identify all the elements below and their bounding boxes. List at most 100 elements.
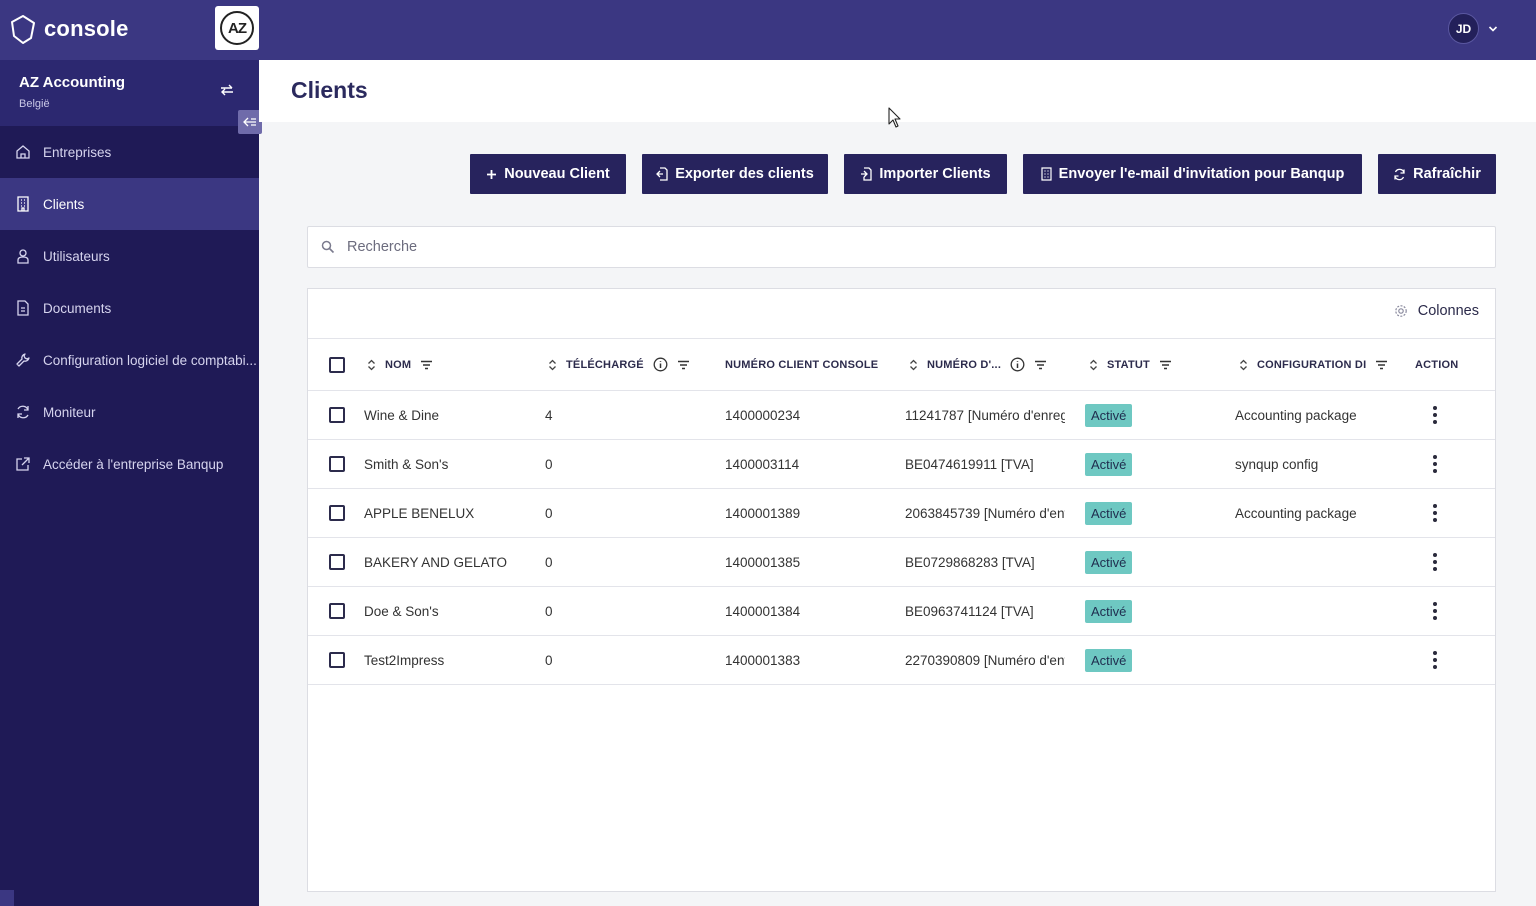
row-checkbox[interactable] xyxy=(329,407,345,423)
sort-icon[interactable] xyxy=(1089,359,1098,371)
column-header-downloaded[interactable]: TÉLÉCHARGÉ xyxy=(548,339,690,390)
column-header-console-number[interactable]: NUMÉRO CLIENT CONSOLE xyxy=(725,339,878,390)
sidebar-item-label: Documents xyxy=(43,300,112,316)
select-all-cell xyxy=(329,339,345,390)
user-menu[interactable]: JD xyxy=(1448,13,1498,44)
page-header: Clients xyxy=(259,60,1536,122)
more-vertical-icon xyxy=(1433,455,1437,473)
cell-downloaded: 0 xyxy=(545,456,553,472)
cell-config: synqup config xyxy=(1235,456,1319,472)
row-checkbox[interactable] xyxy=(329,505,345,521)
row-checkbox[interactable] xyxy=(329,603,345,619)
home-icon xyxy=(14,143,32,161)
filter-icon[interactable] xyxy=(420,360,433,370)
filter-icon[interactable] xyxy=(677,360,690,370)
table-row[interactable]: BAKERY AND GELATO 0 1400001385 BE0729868… xyxy=(308,538,1495,587)
sidebar-item-utilisateurs[interactable]: Utilisateurs xyxy=(0,230,259,282)
wrench-icon xyxy=(14,351,32,369)
search-icon xyxy=(321,240,335,254)
row-actions-button[interactable] xyxy=(1433,538,1437,586)
table-row[interactable]: Doe & Son's 0 1400001384 BE0963741124 [T… xyxy=(308,587,1495,636)
shield-logo-icon xyxy=(11,15,35,44)
sidebar-item-moniteur[interactable]: Moniteur xyxy=(0,386,259,438)
mouse-cursor-icon xyxy=(888,107,901,128)
sidebar-item-clients[interactable]: Clients xyxy=(0,178,259,230)
cell-status: Activé xyxy=(1085,489,1133,537)
sidebar-nav: Entreprises Clients Utilisateurs Documen… xyxy=(0,126,259,490)
row-checkbox-cell xyxy=(329,538,345,586)
column-header-label: CONFIGURATION DI xyxy=(1257,358,1367,371)
row-actions-button[interactable] xyxy=(1433,391,1437,439)
sidebar-item-documents[interactable]: Documents xyxy=(0,282,259,334)
cell-name: Wine & Dine xyxy=(364,407,440,423)
cell-downloaded: 0 xyxy=(545,652,553,668)
document-icon xyxy=(14,299,32,317)
table-row[interactable]: Test2Impress 0 1400001383 2270390809 [Nu… xyxy=(308,636,1495,685)
row-checkbox[interactable] xyxy=(329,554,345,570)
cell-console-number: 1400000234 xyxy=(725,407,801,423)
az-logo-mark: AZ xyxy=(220,11,254,45)
search-input[interactable] xyxy=(347,239,1447,255)
column-header-number[interactable]: NUMÉRO D'... xyxy=(909,339,1047,390)
row-actions-button[interactable] xyxy=(1433,489,1437,537)
user-icon xyxy=(14,247,32,265)
table-row[interactable]: Smith & Son's 0 1400003114 BE0474619911 … xyxy=(308,440,1495,489)
column-header-name[interactable]: NOM xyxy=(367,339,433,390)
columns-button[interactable]: Colonnes xyxy=(1394,303,1479,319)
cell-downloaded: 0 xyxy=(545,505,553,521)
filter-icon[interactable] xyxy=(1375,360,1388,370)
status-badge: Activé xyxy=(1085,648,1133,672)
row-actions-button[interactable] xyxy=(1433,636,1437,684)
sidebar-item-label: Entreprises xyxy=(43,144,112,160)
sidebar-corner-marker xyxy=(0,890,14,906)
brand-logo[interactable]: console xyxy=(10,14,129,44)
sidebar-item-configuration[interactable]: Configuration logiciel de comptabi... xyxy=(0,334,259,386)
cell-status: Activé xyxy=(1085,440,1133,488)
row-checkbox-cell xyxy=(329,391,345,439)
import-clients-button[interactable]: Importer Clients xyxy=(844,154,1007,194)
send-invite-button[interactable]: Envoyer l'e-mail d'invitation pour Banqu… xyxy=(1023,154,1362,194)
cell-console-number: 1400003114 xyxy=(725,456,800,472)
refresh-button[interactable]: Rafraîchir xyxy=(1378,154,1496,194)
sidebar: AZ Accounting België Entreprises Clients… xyxy=(0,60,262,906)
cell-number: 2270390809 [Numéro d'entr xyxy=(905,652,1065,668)
table-row[interactable]: Wine & Dine 4 1400000234 11241787 [Numér… xyxy=(308,391,1495,440)
page-title: Clients xyxy=(291,77,368,103)
column-header-status[interactable]: STATUT xyxy=(1089,339,1172,390)
column-header-config[interactable]: CONFIGURATION DI xyxy=(1239,339,1388,390)
export-clients-button[interactable]: Exporter des clients xyxy=(642,154,828,194)
gear-icon xyxy=(1394,305,1407,317)
sort-icon[interactable] xyxy=(1239,359,1248,371)
sort-icon[interactable] xyxy=(367,359,376,371)
info-icon[interactable] xyxy=(1010,357,1025,372)
select-all-checkbox[interactable] xyxy=(329,356,345,373)
organization-logo[interactable]: AZ xyxy=(215,6,259,50)
cell-number: BE0474619911 [TVA] xyxy=(905,456,1034,472)
organization-name: AZ Accounting xyxy=(19,74,126,91)
cell-number: 11241787 [Numéro d'enregi xyxy=(905,407,1065,423)
filter-icon[interactable] xyxy=(1159,360,1172,370)
building-icon xyxy=(1041,167,1052,181)
info-icon[interactable] xyxy=(653,357,668,372)
cell-downloaded: 0 xyxy=(545,554,553,570)
row-checkbox[interactable] xyxy=(329,456,345,472)
row-actions-button[interactable] xyxy=(1433,587,1437,635)
brand-name: console xyxy=(44,16,129,41)
row-checkbox[interactable] xyxy=(329,652,345,668)
switch-arrows-icon[interactable] xyxy=(219,83,235,97)
new-client-button[interactable]: Nouveau Client xyxy=(470,154,626,194)
table-row[interactable]: APPLE BENELUX 0 1400001389 2063845739 [N… xyxy=(308,489,1495,538)
sort-icon[interactable] xyxy=(548,359,557,371)
sidebar-item-entreprises[interactable]: Entreprises xyxy=(0,126,259,178)
cell-status: Activé xyxy=(1085,538,1133,586)
cell-console-number: 1400001385 xyxy=(725,554,801,570)
filter-icon[interactable] xyxy=(1034,360,1047,370)
collapse-sidebar-button[interactable] xyxy=(238,110,262,134)
organization-switcher[interactable]: AZ Accounting België xyxy=(0,60,259,126)
row-checkbox-cell xyxy=(329,440,345,488)
sidebar-item-label: Clients xyxy=(43,196,85,212)
sort-icon[interactable] xyxy=(909,359,918,371)
organization-country: België xyxy=(19,98,50,110)
sidebar-item-banqup[interactable]: Accéder à l'entreprise Banqup xyxy=(0,438,259,490)
row-actions-button[interactable] xyxy=(1433,440,1437,488)
